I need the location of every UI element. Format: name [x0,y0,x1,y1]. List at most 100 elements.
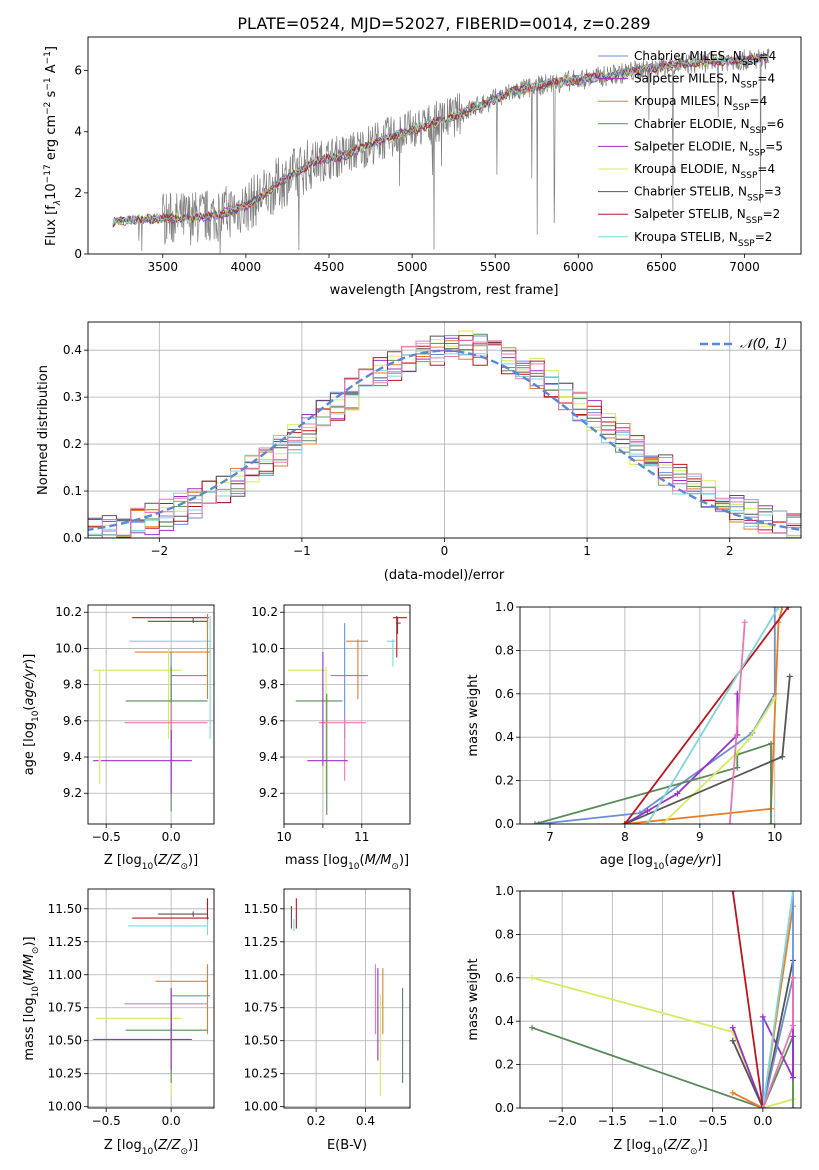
label-part: Z/Z [157,1138,181,1153]
model-spectrum [112,54,769,228]
residual-histogram [88,339,801,538]
label-part: Z/Z [667,1138,691,1153]
label-part: SSP [747,194,764,204]
x-tick-label: −1.5 [598,1114,627,1128]
label-part: SSP [742,58,759,68]
label-part: =6 [766,117,784,131]
x-tick-label: 3500 [148,260,179,274]
y-tick-label: 10.50 [48,1034,82,1048]
weight-marker [535,821,542,824]
label-part: Salpeter MILES, N [634,72,741,86]
label-part: E(B-V) [327,1138,367,1153]
x-tick-label: 6000 [563,260,594,274]
x-tick-label: 0 [441,544,449,558]
label-part: =4 [759,49,777,63]
label-part: A [44,64,59,77]
label-part: −17 [43,164,53,183]
weight-marker [529,1024,536,1031]
y-tick-label: 0.4 [63,343,82,357]
x-tick-label: −0.5 [92,830,121,844]
y-tick-label: 10.25 [48,1067,82,1081]
x-tick-label: 0.4 [356,1114,375,1128]
label-part: (data-model)/error [384,568,505,583]
legend-label: Kroupa STELIB, NSSP=2 [634,230,772,249]
label-part: 10 [653,862,665,872]
x-axis-label: wavelength [Angstrom, rest frame] [330,283,559,298]
label-part: 10 [31,986,41,998]
weight-line [732,906,794,1108]
weight-marker [759,1018,766,1025]
weight-marker [734,764,741,771]
y-tick-label: 0.4 [495,1014,514,1028]
y-tick-label: 0.0 [495,1101,514,1115]
weight-marker [785,607,792,610]
label-part: ( [153,853,158,868]
x-tick-label: 11 [354,830,369,844]
label-part: ( [153,1138,158,1153]
x-axis-label: E(B-V) [327,1138,367,1153]
axes-frame [87,321,802,539]
label-part: −1 [43,51,53,64]
legend-label: Kroupa ELODIE, NSSP=4 [634,162,775,181]
y-tick-label: 0.1 [63,484,82,498]
y-tick-label: 9.6 [259,714,278,728]
x-tick-label: 7000 [729,260,760,274]
y-tick-label: 2 [74,186,82,200]
y-tick-label: 10.75 [244,1001,278,1015]
x-tick-label: 4000 [231,260,262,274]
label-part: =4 [750,94,768,108]
y-axis-label: age [log10(age/yr)] [22,654,41,776]
y-axis-label: mass weight [466,674,481,756]
x-axis-label: Z [log10(Z/Z⊙)] [104,853,198,872]
weight-line [762,891,794,1108]
weight-marker [729,1089,736,1096]
weight-marker [644,807,651,814]
y-axis-label: mass weight [466,958,481,1040]
x-axis-label: Z [log10(Z/Z⊙)] [104,1138,198,1157]
axes-frame [87,36,802,255]
weight-marker [729,891,736,894]
y-axis-label: mass [log10(M/M⊙)] [22,936,41,1060]
weight-line [646,607,780,824]
x-tick-label: 0.0 [753,1114,772,1128]
y-tick-label: 10.00 [48,1100,82,1114]
label-part: Kroupa MILES, N [634,94,733,108]
label-part: )] [22,936,37,946]
weight-line [538,607,776,824]
label-part: 10 [651,1147,663,1157]
legend-label: 𝒩(0, 1) [740,337,787,352]
y-tick-label: 1.0 [495,884,514,898]
y-tick-label: 4 [74,125,82,139]
y-tick-label: 9.8 [259,678,278,692]
y-tick-label: 11.50 [48,902,82,916]
panel-z_weight: −2.0 −1.5 −1.0 −0.5 0.0 0.0 0.2 0.4 0.6 0.8 1.0 Z [… [466,884,802,1157]
x-tick-label: 6500 [646,260,677,274]
label-part: 10 [142,862,154,872]
figure-title: PLATE=0524, MJD=52027, FIBERID=0014, z=0… [237,14,650,33]
label-part: SSP [733,103,750,113]
label-part: 10 [44,183,59,200]
weight-line [624,607,784,824]
plot-area [520,891,801,1108]
axes-frame [283,604,411,825]
y-tick-label: 0.2 [495,774,514,788]
y-tick-label: 0.2 [495,1058,514,1072]
weight-marker [779,607,786,610]
panel-residuals: −2 −1 0 1 2 0.0 0.1 0.2 0.3 0.4 (data-model)/error… [36,321,802,583]
weight-marker [768,821,775,824]
x-tick-label: −0.5 [92,1114,121,1128]
label-part: Salpeter STELIB, N [634,207,746,221]
label-part: Kroupa STELIB, N [634,230,738,244]
y-tick-label: 10.0 [251,641,278,655]
x-tick-label: 0.2 [307,1114,326,1128]
weight-marker [741,619,748,626]
label-part: =2 [763,207,781,221]
y-axis-label: Flux [fλ10−17 erg cm−2 s−1 A−1] [43,46,63,246]
x-tick-label: 7 [546,830,554,844]
label-part: Chabrier MILES, N [634,49,742,63]
weight-line [731,960,794,1108]
y-tick-label: 9.2 [63,786,82,800]
axes-frame [519,606,802,825]
